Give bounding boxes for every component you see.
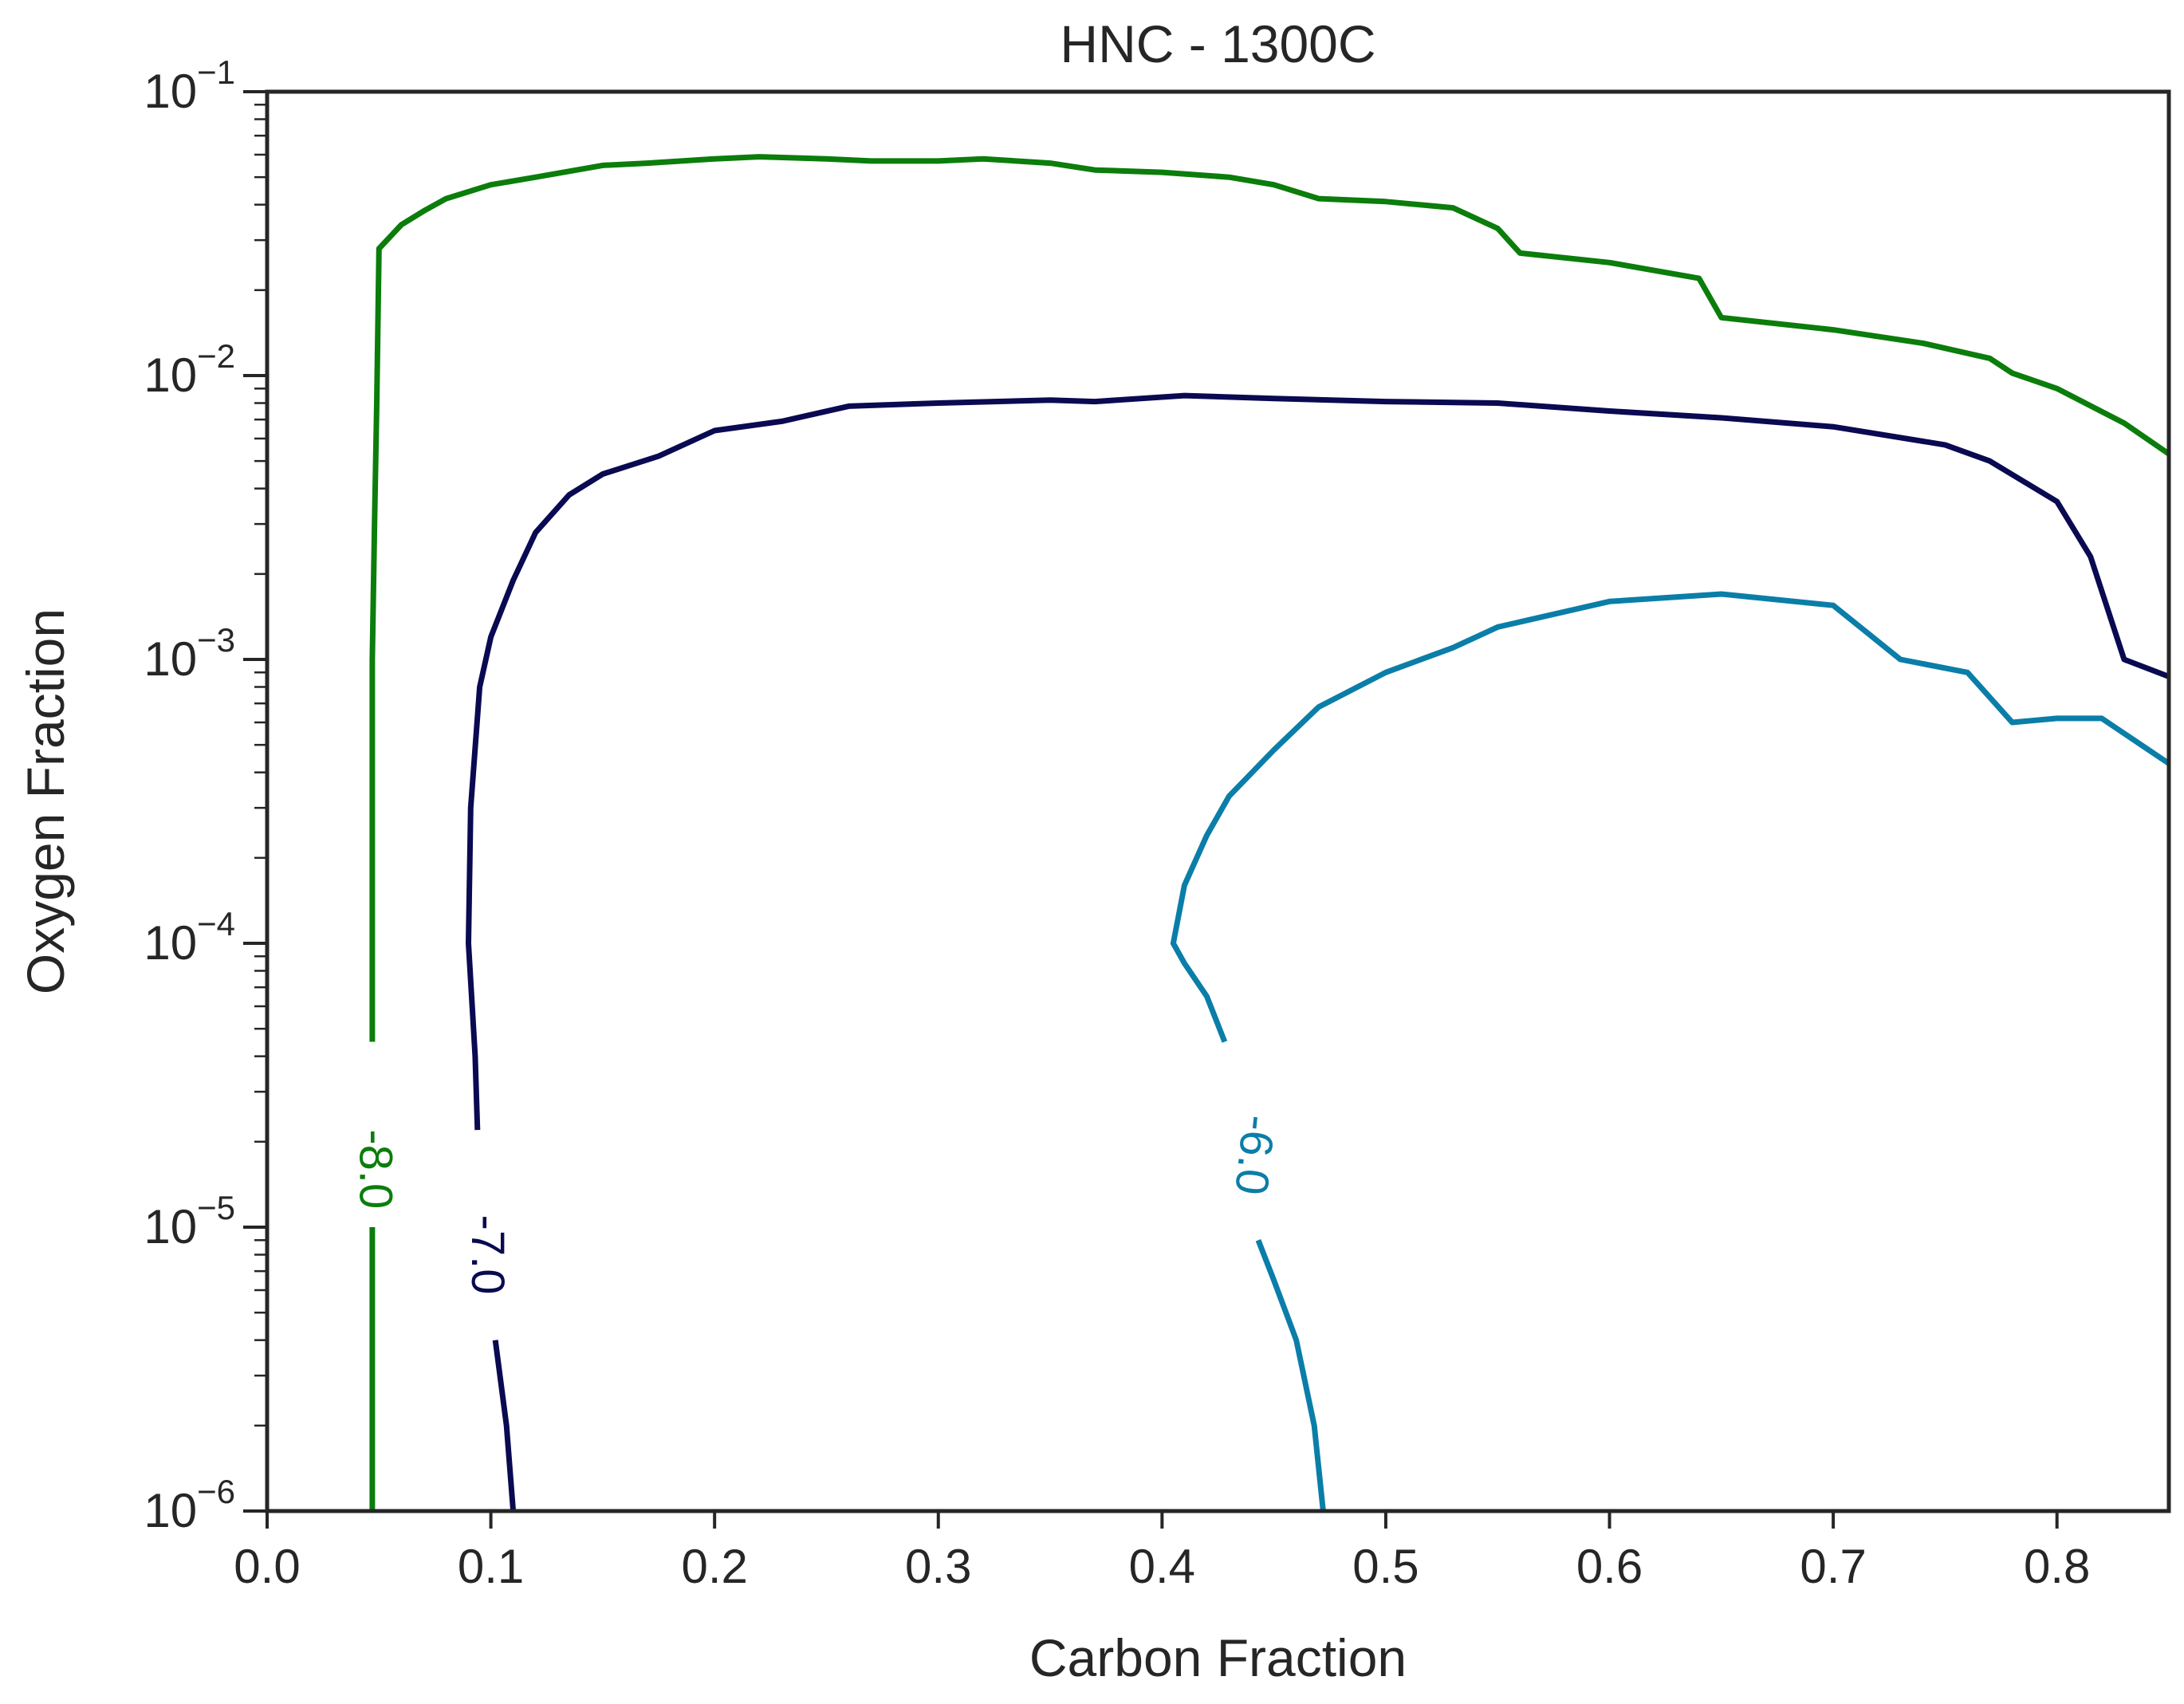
contour-labels: -8.0 -7.0 -6.0 — [350, 1112, 1285, 1294]
contour-line--7-0 — [466, 392, 2170, 1131]
contour-line--6-0 — [1255, 1239, 1326, 1512]
contour-level-label: -6.0 — [1225, 1112, 1285, 1197]
y-tick-label: 10−5 — [144, 1189, 235, 1253]
x-tick-label: 0.1 — [458, 1540, 524, 1593]
contour-line--6-0 — [1170, 591, 2170, 1043]
chart-title: HNC - 1300C — [1060, 14, 1375, 73]
x-tick-label: 0.6 — [1576, 1540, 1643, 1593]
x-tick-label: 0.8 — [2024, 1540, 2090, 1593]
x-axis-label: Carbon Fraction — [1029, 1628, 1407, 1687]
x-tick-label: 0.0 — [234, 1540, 300, 1593]
x-tick-label: 0.3 — [905, 1540, 971, 1593]
y-tick-label: 10−3 — [144, 621, 235, 686]
y-tick-label: 10−1 — [144, 53, 235, 118]
x-tick-label: 0.7 — [1800, 1540, 1866, 1593]
plot-frame — [265, 89, 2171, 1513]
y-axis-label: Oxygen Fraction — [16, 608, 75, 994]
contour-line--7-0 — [492, 1340, 517, 1512]
x-tick-label: 0.4 — [1129, 1540, 1195, 1593]
y-tick-label: 10−6 — [144, 1473, 235, 1537]
x-tick-label: 0.5 — [1352, 1540, 1419, 1593]
y-tick-label: 10−2 — [144, 337, 235, 402]
contour-level-label: -7.0 — [462, 1215, 514, 1295]
contour-lines — [369, 154, 2170, 1512]
x-tick-label: 0.2 — [681, 1540, 747, 1593]
axis-ticks: 0.0 0.1 0.2 0.3 0.4 0.5 0.6 0.7 0.8 10−6 10−5 10−4 1… — [144, 53, 2090, 1593]
contour-level-label: -8.0 — [350, 1129, 402, 1209]
contour-line--8-0 — [369, 154, 2170, 1042]
y-tick-label: 10−4 — [144, 905, 235, 970]
